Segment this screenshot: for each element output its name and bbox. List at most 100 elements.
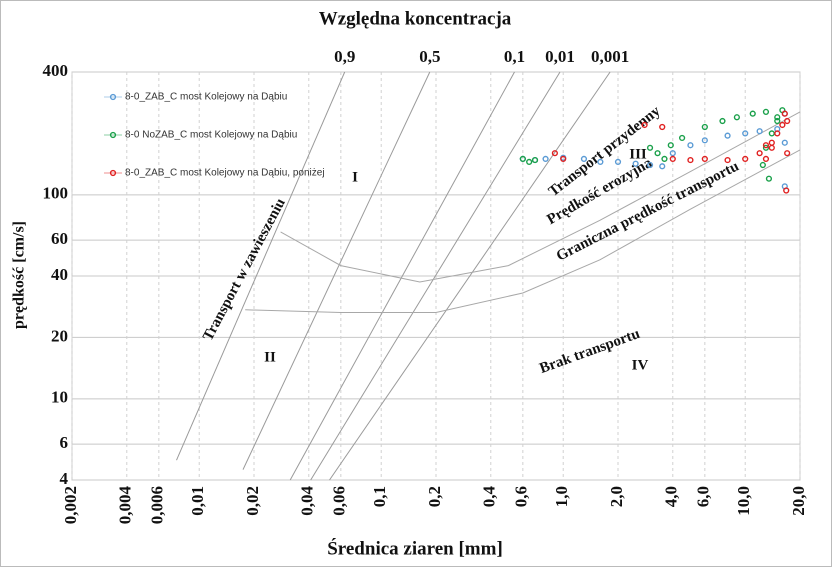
- threshold-curve: [245, 149, 801, 313]
- data-point: [724, 156, 731, 164]
- x-tick-label: 0,2: [425, 486, 444, 507]
- legend-label: 8-0_ZAB_C most Kolejowy na Dąbiu: [125, 92, 287, 103]
- data-point: [580, 155, 588, 162]
- data-point: [784, 117, 791, 125]
- x-tick-label: 0,006: [148, 486, 167, 524]
- x-tick-label: 0,004: [116, 486, 135, 525]
- threshold-curve: [280, 111, 801, 283]
- data-point: [526, 158, 533, 166]
- concentration-line: [176, 71, 346, 461]
- x-tick-label: 0,4: [480, 486, 499, 508]
- data-point: [784, 150, 791, 157]
- concentration-line: [289, 71, 515, 481]
- data-point: [719, 117, 726, 125]
- data-point: [597, 158, 604, 166]
- data-point: [774, 117, 781, 125]
- data-point: [667, 142, 674, 149]
- concentration-line: [310, 71, 561, 481]
- y-tick-label: 10: [51, 388, 68, 407]
- x-tick-label: 20,0: [789, 486, 808, 516]
- chart-title: Względna koncentracja: [319, 8, 512, 29]
- data-point: [779, 121, 786, 129]
- y-tick-label: 40: [51, 265, 68, 284]
- data-point: [742, 155, 749, 162]
- y-axis-title: prędkość [cm/s]: [11, 221, 28, 329]
- concentration-label: 0,9: [334, 47, 355, 66]
- y-tick-label: 4: [60, 469, 69, 488]
- data-point: [632, 160, 639, 167]
- x-tick-label: 0,1: [370, 486, 389, 507]
- y-tick-label: 6: [60, 433, 69, 452]
- data-point: [768, 144, 775, 151]
- x-tick-label: 0,02: [243, 486, 262, 516]
- data-point: [742, 130, 749, 137]
- data-point: [762, 144, 770, 151]
- x-tick-label: 6,0: [694, 486, 713, 507]
- data-point: [542, 155, 549, 162]
- concentration-label: 0,01: [545, 47, 575, 66]
- data-point: [531, 156, 539, 164]
- data-point: [654, 150, 661, 157]
- data-point: [646, 144, 654, 151]
- data-point: [749, 110, 756, 117]
- y-tick-label: 100: [43, 184, 69, 203]
- data-point: [765, 175, 773, 182]
- data-point: [641, 121, 648, 129]
- x-tick-label: 0,04: [298, 486, 317, 516]
- data-point: [733, 114, 740, 121]
- data-point: [724, 132, 731, 139]
- data-point: [774, 114, 781, 121]
- data-point: [551, 150, 558, 157]
- data-point: [669, 155, 676, 162]
- data-point: [678, 134, 686, 142]
- data-point: [756, 128, 763, 135]
- region-label: III: [629, 146, 647, 162]
- y-tick-label: 20: [51, 326, 68, 345]
- y-tick-label: 400: [43, 61, 69, 80]
- data-point: [614, 158, 622, 166]
- data-point: [687, 142, 694, 149]
- concentration-label: 0,001: [591, 47, 629, 66]
- x-tick-label: 0,06: [330, 486, 349, 516]
- x-tick-label: 4,0: [662, 486, 681, 507]
- data-point: [756, 150, 763, 157]
- data-point: [774, 130, 781, 137]
- x-tick-label: 0,002: [61, 486, 80, 524]
- y-tick-label: 60: [51, 229, 68, 248]
- data-point: [701, 123, 708, 131]
- data-point: [701, 155, 708, 162]
- x-tick-label: 2,0: [607, 486, 626, 507]
- data-point: [762, 142, 770, 149]
- concentration-label: 0,1: [504, 47, 525, 66]
- region-label: IV: [632, 357, 649, 373]
- region-label: II: [264, 349, 276, 365]
- data-point: [762, 155, 770, 162]
- data-point: [762, 108, 770, 115]
- x-tick-label: 0,01: [188, 486, 207, 516]
- data-point: [781, 139, 788, 146]
- x-axis-title: Średnica ziaren [mm]: [327, 537, 503, 559]
- data-point: [781, 110, 788, 117]
- concentration-line: [242, 71, 431, 470]
- x-tick-label: 10,0: [734, 486, 753, 516]
- legend-label: 8-0_ZAB_C most Kolejowy na Dąbiu, poniże…: [125, 168, 325, 179]
- data-point: [519, 155, 526, 162]
- legend-label: 8-0 NoZAB_C most Kolejowy na Dąbiu: [125, 130, 297, 141]
- data-point: [560, 155, 567, 162]
- concentration-label: 0,5: [419, 47, 440, 66]
- x-tick-label: 1,0: [552, 486, 571, 507]
- data-point: [783, 187, 790, 194]
- x-tick-label: 0,6: [512, 486, 531, 507]
- data-point: [669, 150, 676, 157]
- data-point: [687, 156, 694, 164]
- data-point: [701, 137, 708, 144]
- concentration-line: [329, 71, 611, 481]
- region-label: I: [352, 169, 358, 185]
- data-point: [659, 163, 666, 170]
- data-point: [661, 155, 668, 162]
- data-point: [646, 161, 654, 169]
- data-point: [759, 161, 766, 169]
- data-point: [659, 123, 666, 131]
